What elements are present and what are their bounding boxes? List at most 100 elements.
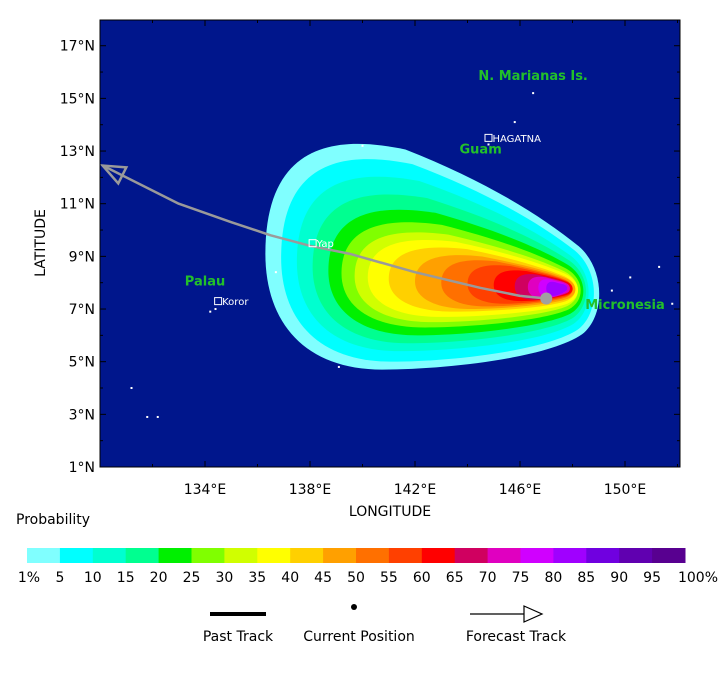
legend-swatch <box>520 548 554 563</box>
island-speck <box>487 143 490 146</box>
island-speck <box>671 302 674 305</box>
x-axis-title: LONGITUDE <box>349 504 431 520</box>
legend-tick-label: 10 <box>84 570 102 586</box>
legend-tick-label: 20 <box>150 570 168 586</box>
island-speck <box>658 265 661 268</box>
legend-tick-label: 45 <box>314 570 332 586</box>
probability-contour-80 <box>546 281 568 296</box>
legend-tick-label: 55 <box>380 570 398 586</box>
city-marker <box>308 239 317 248</box>
legend-colorbar <box>27 548 686 563</box>
legend-swatch <box>224 548 258 563</box>
probability-swath <box>265 143 600 370</box>
city-label: Yap <box>316 239 334 250</box>
forecast-track-line <box>102 164 547 300</box>
legend-swatch <box>421 548 456 563</box>
forecast-track-label: Forecast Track <box>466 629 567 645</box>
legend-title: Probability <box>16 512 90 528</box>
legend-swatch <box>27 548 61 563</box>
legend-tick-label: 40 <box>281 570 299 586</box>
legend-tick-label: 75 <box>512 570 530 586</box>
region-label: Guam <box>460 143 502 158</box>
forecast-track-layer <box>100 164 553 305</box>
x-tick-label: 138°E <box>289 482 332 498</box>
city-marker <box>214 297 223 306</box>
forecast-track-arrowhead <box>100 164 129 186</box>
legend-tick-label: 5 <box>55 570 64 586</box>
legend-swatch <box>356 548 390 563</box>
regions-layer: N. Marianas Is. Guam Palau Micronesia <box>185 69 665 313</box>
island-speck <box>532 92 535 95</box>
island-speck <box>156 415 159 418</box>
legend-tick-label: 65 <box>446 570 464 586</box>
city-label: Koror <box>222 297 249 308</box>
x-tick-label: 150°E <box>604 482 647 498</box>
y-tick-label: 7°N <box>69 302 95 318</box>
legend-swatch <box>191 548 225 563</box>
legend-tick-labels: 1% 5 10 15 20 25 30 35 40 45 50 55 60 65 70 75 80 85 90 95 1… <box>18 570 718 586</box>
legend-swatch <box>290 548 324 563</box>
legend-tick-label: 80 <box>544 570 562 586</box>
island-speck <box>361 144 364 147</box>
legend-tick-label: 60 <box>413 570 431 586</box>
past-track-label: Past Track <box>203 629 274 645</box>
y-tick-label: 11°N <box>60 197 95 213</box>
island-speck <box>337 365 340 368</box>
legend-swatch <box>257 548 291 563</box>
plot-border <box>99 19 681 468</box>
region-label: Micronesia <box>585 298 664 313</box>
legend-swatch <box>59 548 94 563</box>
legend-tick-label: 35 <box>248 570 266 586</box>
region-label: Palau <box>185 274 225 289</box>
legend-swatch <box>125 548 160 563</box>
x-tick-label: 142°E <box>394 482 437 498</box>
x-tick-label: 146°E <box>499 482 542 498</box>
region-label: N. Marianas Is. <box>478 69 588 84</box>
legend-tick-label: 15 <box>117 570 135 586</box>
legend-swatch <box>323 548 357 563</box>
legend-tick-label: 25 <box>183 570 201 586</box>
axes-layer: 134°E 138°E 142°E 146°E 150°E 1°N 3°N 5°N 7°N 9°N… <box>60 20 680 498</box>
y-axis-title: LATITUDE <box>33 209 49 277</box>
legend-tick-label: 1% <box>18 570 40 586</box>
legend-tick-label: 90 <box>610 570 628 586</box>
legend-tick-label: 50 <box>347 570 365 586</box>
island-speck <box>130 387 133 390</box>
legend-swatch <box>553 548 587 563</box>
y-tick-label: 15°N <box>60 91 95 107</box>
city-marker <box>484 133 493 142</box>
city-label: HAGATNA <box>493 134 542 145</box>
legend-tick-label: 70 <box>479 570 497 586</box>
y-tick-label: 13°N <box>60 144 95 160</box>
current-position-label: Current Position <box>303 629 415 645</box>
current-position-symbol <box>351 604 357 610</box>
legend-swatch <box>487 548 521 563</box>
y-tick-label: 1°N <box>69 460 95 476</box>
island-speck <box>629 276 632 279</box>
legend-tick-label: 30 <box>215 570 233 586</box>
legend-tick-label: 95 <box>643 570 661 586</box>
island-speck <box>610 289 613 292</box>
legend-swatch <box>454 548 489 563</box>
islands-layer <box>130 92 674 418</box>
island-speck <box>146 415 149 418</box>
cities-layer: HAGATNA Yap Koror <box>214 133 542 308</box>
island-speck <box>274 271 277 274</box>
legend-swatch <box>92 548 127 563</box>
island-speck <box>209 310 212 313</box>
y-tick-label: 9°N <box>69 249 95 265</box>
y-tick-label: 5°N <box>69 355 95 371</box>
legend-tick-label: 85 <box>577 570 595 586</box>
island-speck <box>214 308 217 311</box>
legend-tick-label: 100% <box>678 570 718 586</box>
legend-swatch <box>388 548 423 563</box>
legend-swatch <box>619 548 653 563</box>
legend: Probability 1% 5 10 15 20 25 30 35 40 45 50 55 60 65 7… <box>16 512 718 645</box>
y-tick-label: 17°N <box>60 39 95 55</box>
plot-area: HAGATNA Yap Koror N. Marianas Is. Guam Palau… <box>100 20 680 467</box>
legend-swatch <box>158 548 192 563</box>
current-position-marker <box>540 292 553 305</box>
legend-swatch <box>652 548 686 563</box>
island-speck <box>513 121 516 124</box>
